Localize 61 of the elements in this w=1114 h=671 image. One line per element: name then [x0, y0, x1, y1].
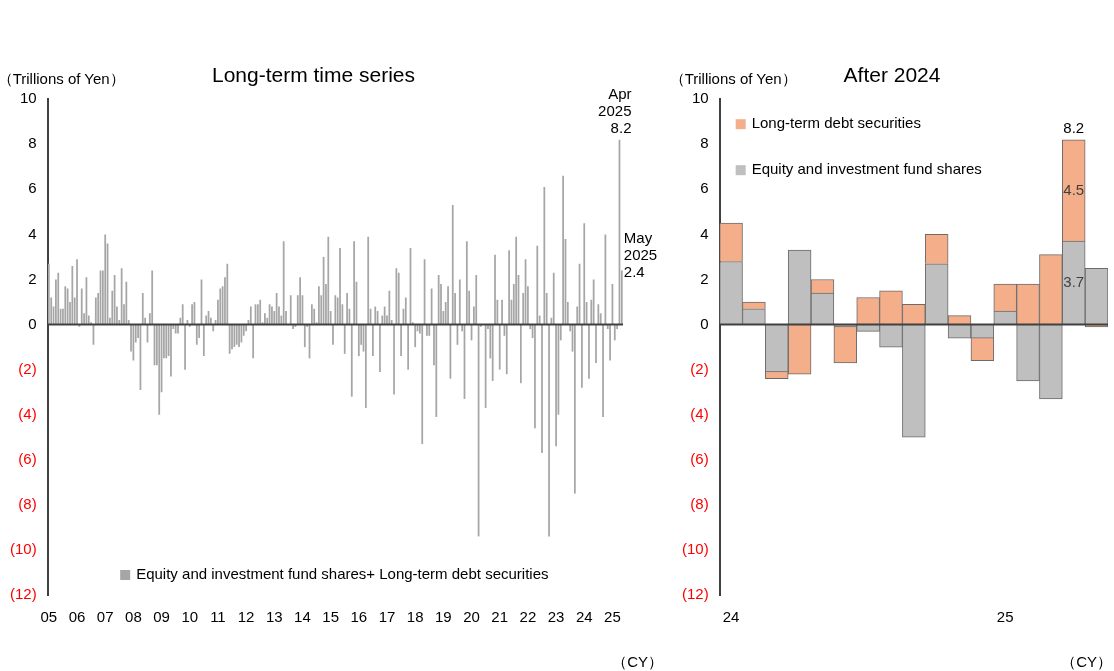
- y-tick-label: (10): [681, 540, 709, 558]
- x-tick-label: 14: [294, 608, 311, 626]
- y-tick-label: (8): [690, 495, 709, 512]
- y-tick-label: 6: [28, 179, 37, 197]
- x-tick-label: 23: [547, 608, 565, 626]
- x-tick-label: 17: [378, 608, 396, 626]
- x-axis-title: （CY）: [612, 652, 663, 670]
- y-tick-label: 2: [28, 269, 37, 287]
- y-tick-label: 6: [700, 179, 709, 197]
- x-tick-label: 12: [237, 608, 255, 626]
- chart-title: Long-term time series: [211, 63, 416, 87]
- y-tick-label: (2): [18, 359, 37, 377]
- text: May 2025 2.4: [623, 229, 658, 281]
- x-tick-label: 25: [604, 608, 621, 626]
- x-tick-label: 22: [519, 608, 537, 626]
- x-tick-label: 08: [125, 608, 142, 626]
- x-tick-label: 13: [265, 608, 283, 626]
- y-tick-label: (2): [690, 359, 709, 377]
- x-tick-label: 20: [463, 608, 480, 626]
- y-tick-label: (6): [690, 449, 709, 467]
- x-tick-label: 24: [722, 608, 740, 626]
- x-tick-label: 06: [68, 608, 86, 626]
- y-tick-label: 2: [700, 269, 709, 287]
- legend-label: Equity and investment fund shares: [751, 160, 982, 178]
- y-tick-label: (4): [690, 404, 709, 422]
- x-axis-title: （CY）: [1061, 652, 1112, 670]
- y-tick-label: 4: [28, 224, 37, 242]
- annotation: Apr 2025 8.2: [598, 85, 632, 137]
- y-axis-title: （Trillions of Yen）: [0, 69, 125, 87]
- y-tick-label: (4): [18, 404, 37, 422]
- x-tick-label: 05: [40, 608, 58, 626]
- y-tick-label: 4: [700, 224, 709, 242]
- y-tick-label: (12): [9, 585, 37, 603]
- legend-label: Long-term debt securities: [751, 114, 921, 132]
- x-tick-label: 24: [575, 608, 593, 626]
- y-tick-label: 10: [691, 89, 709, 107]
- y-tick-label: (10): [9, 540, 37, 558]
- data-label: 3.7: [1063, 273, 1085, 291]
- y-tick-label: 0: [700, 314, 709, 332]
- x-tick-label: 15: [322, 608, 339, 626]
- y-tick-label: 8: [700, 134, 709, 152]
- y-tick-label: 0: [28, 314, 37, 332]
- x-tick-label: 21: [491, 608, 509, 626]
- x-tick-label: 11: [210, 608, 226, 626]
- y-tick-label: (8): [18, 495, 37, 512]
- x-tick-label: 10: [181, 608, 199, 626]
- data-label: 4.5: [1063, 180, 1085, 198]
- y-axis-title: （Trillions of Yen）: [669, 69, 797, 87]
- y-tick-label: 10: [19, 89, 37, 107]
- total-label: 8.2: [1063, 119, 1085, 137]
- x-tick-label: 25: [996, 608, 1014, 626]
- legend-label: Equity and investment fund shares+ Long-term debt securities: [136, 565, 549, 583]
- x-tick-label: 07: [96, 608, 114, 626]
- x-tick-label: 19: [435, 608, 452, 626]
- y-tick-label: 8: [28, 134, 37, 152]
- chart-title: After 2024: [843, 63, 941, 87]
- x-tick-label: 09: [153, 608, 170, 626]
- y-tick-label: (12): [681, 585, 709, 603]
- x-tick-label: 18: [406, 608, 424, 626]
- y-tick-label: (6): [18, 449, 37, 467]
- x-tick-label: 16: [350, 608, 368, 626]
